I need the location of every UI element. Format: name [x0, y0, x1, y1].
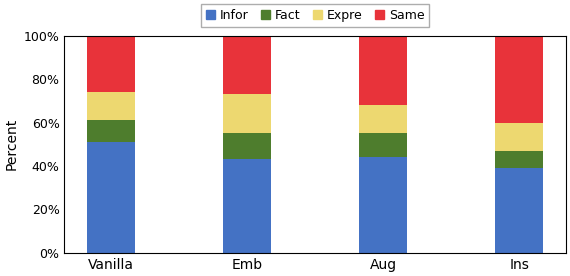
Bar [359, 105, 407, 133]
Bar [223, 133, 271, 160]
Y-axis label: Percent: Percent [4, 118, 18, 170]
Bar [87, 36, 135, 92]
Bar [223, 36, 271, 94]
Bar [223, 94, 271, 133]
Bar [223, 160, 271, 253]
Bar [359, 157, 407, 253]
Bar [495, 123, 543, 151]
Bar [495, 168, 543, 253]
Bar [359, 36, 407, 105]
Bar [495, 151, 543, 168]
Bar [87, 142, 135, 253]
Bar [359, 133, 407, 157]
Legend: Infor, Fact, Expre, Same: Infor, Fact, Expre, Same [201, 4, 429, 27]
Bar [495, 36, 543, 123]
Bar [87, 120, 135, 142]
Bar [87, 92, 135, 120]
